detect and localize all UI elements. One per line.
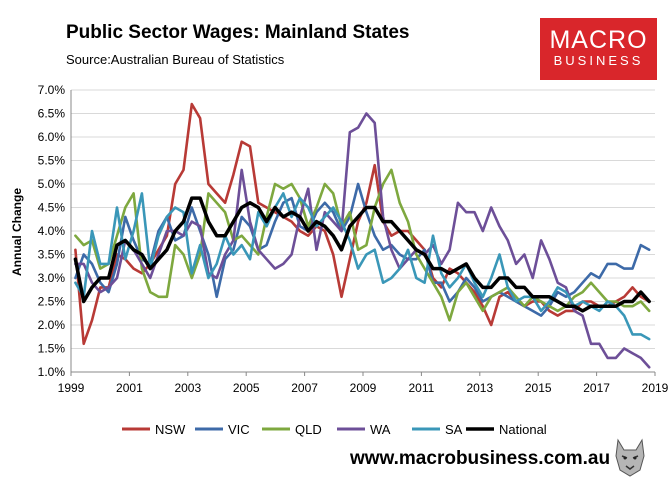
series-lines	[73, 102, 651, 369]
y-tick-label: 4.5%	[38, 201, 66, 215]
x-tick-label: 2017	[583, 381, 610, 395]
y-tick-label: 7.0%	[38, 83, 66, 97]
x-tick-label: 2009	[350, 381, 377, 395]
chart-title: Public Sector Wages: Mainland States	[66, 22, 410, 43]
y-tick-label: 5.5%	[38, 154, 66, 168]
x-tick-label: 2019	[642, 381, 669, 395]
y-tick-label: 2.5%	[38, 295, 66, 309]
legend-label-national: National	[499, 422, 547, 437]
macrobusiness-logo: MACRO BUSINESS	[540, 18, 657, 80]
x-tick-label: 2013	[466, 381, 493, 395]
y-tick-label: 6.5%	[38, 107, 66, 121]
y-tick-label: 1.5%	[38, 342, 66, 356]
y-tick-label: 3.5%	[38, 248, 66, 262]
logo-line2: BUSINESS	[553, 53, 644, 68]
website-url: www.macrobusiness.com.au	[350, 448, 611, 469]
y-tick-label: 6.0%	[38, 130, 66, 144]
y-axis-label: Annual Change	[10, 188, 24, 276]
line-chart: 1.0% 1.5% 2.0% 2.5% 3.0% 3.5% 4.0% 4.5% 5.0% 5.5%…	[10, 83, 669, 437]
x-tick-label: 2007	[291, 381, 318, 395]
x-tick-label: 2005	[233, 381, 260, 395]
legend-label-nsw: NSW	[155, 422, 186, 437]
legend: NSW VIC QLD WA SA National	[122, 422, 547, 437]
x-tick-label: 2015	[525, 381, 552, 395]
x-tick-label: 2001	[116, 381, 143, 395]
legend-label-sa: SA	[445, 422, 463, 437]
wolf-logo-icon	[612, 436, 648, 478]
x-tick-label: 2011	[408, 381, 434, 395]
x-tick-label: 1999	[58, 381, 85, 395]
y-tick-label: 1.0%	[38, 365, 66, 379]
legend-label-vic: VIC	[228, 422, 250, 437]
y-tick-label: 3.0%	[38, 271, 66, 285]
y-tick-label: 4.0%	[38, 224, 66, 238]
logo-line1: MACRO	[549, 26, 648, 54]
series-line-wa	[74, 112, 651, 369]
series-line-qld	[74, 168, 651, 322]
y-tick-label: 2.0%	[38, 318, 66, 332]
legend-label-qld: QLD	[295, 422, 322, 437]
y-tick-label: 5.0%	[38, 177, 66, 191]
chart-subtitle: Source:Australian Bureau of Statistics	[66, 52, 285, 67]
gridlines	[70, 89, 655, 373]
series-line-national	[73, 196, 651, 313]
y-axis-ticks: 1.0% 1.5% 2.0% 2.5% 3.0% 3.5% 4.0% 4.5% 5.0% 5.5%…	[38, 83, 66, 379]
x-axis-ticks: 1999 2001 2003 2005 2007 2009 2011 2013 2015 2017…	[58, 372, 669, 395]
x-tick-label: 2003	[174, 381, 201, 395]
series-line-sa	[74, 192, 651, 341]
legend-label-wa: WA	[370, 422, 391, 437]
